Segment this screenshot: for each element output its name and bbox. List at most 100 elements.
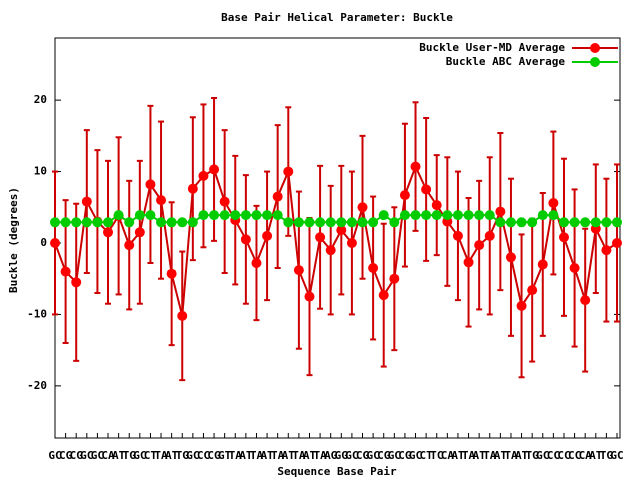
point — [198, 170, 209, 181]
point — [410, 210, 421, 221]
x-tick-label: TA — [483, 449, 497, 462]
point — [336, 217, 347, 228]
x-tick-label: TA — [504, 449, 518, 462]
point — [601, 245, 612, 256]
point — [389, 217, 400, 228]
x-tick-label: TA — [292, 449, 306, 462]
point — [81, 196, 92, 207]
point — [251, 210, 262, 221]
x-tick-label: TA — [154, 449, 168, 462]
point — [304, 217, 315, 228]
point — [580, 217, 591, 228]
x-tick-label: CG — [377, 449, 391, 462]
y-axis-label: Buckle (degrees) — [7, 187, 20, 293]
x-tick-label: TA — [229, 449, 243, 462]
y-tick-label: 20 — [34, 93, 47, 106]
point — [145, 210, 156, 221]
point — [537, 259, 548, 270]
point — [315, 232, 326, 243]
point — [357, 202, 368, 213]
point — [81, 217, 92, 228]
point — [421, 210, 432, 221]
legend-marker — [590, 43, 600, 53]
point — [346, 238, 357, 248]
point — [283, 166, 294, 177]
x-tick-label: AG — [324, 449, 338, 462]
x-tick-label: CA — [441, 449, 455, 462]
x-tick-label: AT — [112, 449, 126, 462]
point — [50, 238, 60, 248]
point — [166, 217, 177, 228]
chart-title: Base Pair Helical Parameter: Buckle — [221, 11, 453, 24]
point — [283, 217, 294, 228]
x-tick-label: GC — [186, 449, 199, 462]
x-tick-label: GT — [218, 449, 232, 462]
x-tick-label: AT — [239, 449, 253, 462]
point — [60, 266, 71, 277]
point — [590, 217, 601, 228]
x-tick-label: GC — [345, 449, 358, 462]
point — [569, 263, 580, 273]
point — [410, 161, 421, 172]
x-tick-label: AT — [260, 449, 274, 462]
point — [442, 210, 453, 221]
point — [272, 191, 283, 202]
x-tick-label: TG — [176, 449, 190, 462]
point — [293, 217, 304, 228]
point — [421, 184, 432, 195]
point — [399, 190, 410, 201]
x-tick-label: TG — [526, 449, 540, 462]
point — [325, 217, 336, 228]
point — [198, 210, 209, 221]
point — [399, 210, 410, 221]
point — [262, 210, 273, 221]
point — [230, 210, 241, 221]
x-tick-label: GC — [91, 449, 104, 462]
point — [474, 240, 485, 251]
point — [325, 245, 336, 256]
point — [474, 210, 485, 221]
point — [484, 230, 495, 241]
point — [516, 217, 527, 228]
point — [580, 295, 591, 306]
x-tick-label: GC — [409, 449, 422, 462]
point — [262, 230, 273, 241]
point — [124, 217, 135, 228]
x-tick-label: AT — [451, 449, 465, 462]
point — [124, 240, 135, 251]
x-tick-label: CG — [59, 449, 73, 462]
x-tick-label: GC — [366, 449, 379, 462]
x-tick-label: TA — [250, 449, 264, 462]
point — [134, 210, 145, 221]
point — [50, 217, 60, 228]
point — [251, 258, 262, 268]
point — [548, 210, 559, 221]
point — [516, 300, 527, 311]
x-tick-label: CC — [547, 449, 560, 462]
point — [92, 217, 103, 228]
point — [537, 210, 548, 221]
point — [209, 164, 220, 175]
x-tick-label: AT — [303, 449, 317, 462]
point — [431, 210, 442, 221]
x-tick-label: CA — [101, 449, 115, 462]
x-tick-label: CG — [207, 449, 221, 462]
y-tick-label: 10 — [34, 165, 47, 178]
point — [315, 217, 326, 228]
x-tick-label: CG — [356, 449, 370, 462]
point — [156, 195, 167, 206]
point — [60, 217, 71, 228]
x-tick-label: CC — [568, 449, 581, 462]
point — [569, 217, 580, 228]
point — [357, 217, 368, 228]
point — [378, 290, 389, 301]
x-tick-label: GC — [80, 449, 93, 462]
x-tick-label: TA — [271, 449, 285, 462]
x-tick-label: AT — [494, 449, 508, 462]
x-tick-label: CC — [197, 449, 210, 462]
point — [558, 232, 569, 243]
point — [103, 217, 114, 228]
x-tick-label: GC — [388, 449, 401, 462]
point — [336, 225, 347, 236]
